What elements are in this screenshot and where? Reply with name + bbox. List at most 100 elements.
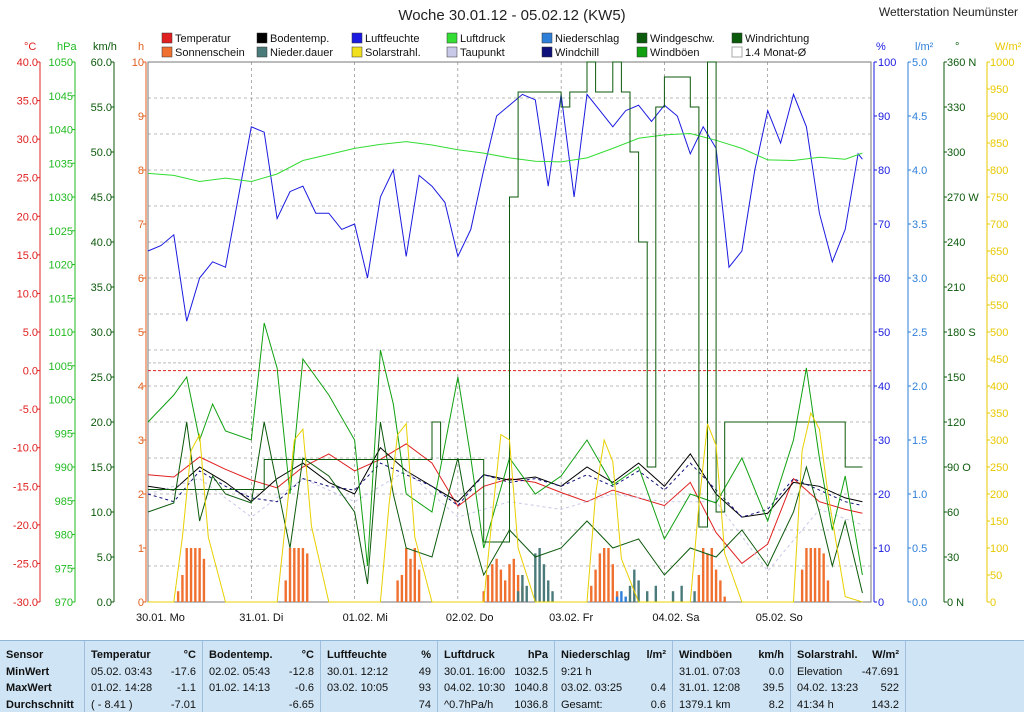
axis-kmh: km/h60.055.050.045.040.035.030.025.020.0… <box>91 41 117 609</box>
stats-panel-empty <box>906 641 1024 712</box>
axis-tick-label: 5.0 <box>912 57 927 69</box>
bar <box>289 548 291 602</box>
axis-tick-label: -30.0 <box>13 597 38 609</box>
bar <box>405 548 407 602</box>
bar <box>706 553 708 602</box>
stats-avg-value: 143.2 <box>871 697 899 713</box>
axis-tick-label: 40.0 <box>91 237 112 249</box>
legend-swatch <box>447 33 457 43</box>
axis-tick-label: 450 <box>990 354 1008 366</box>
stats-avg-value: 8.2 <box>769 697 784 713</box>
axis-tick-label: 360 N <box>947 57 976 69</box>
legend-label: 1.4 Monat-Ø <box>745 47 807 59</box>
stats-max-time: 03.02. 10:05 <box>327 680 388 697</box>
legend-item: Solarstrahl. <box>352 47 421 59</box>
stats-min-time: 05.02. 03:43 <box>91 664 152 681</box>
legend-swatch <box>732 33 742 43</box>
axis-hpa: hPa1050104510401035103010251020101510101… <box>49 41 78 609</box>
bar <box>672 591 674 602</box>
bar <box>603 548 605 602</box>
legend-item: Taupunkt <box>447 47 505 59</box>
stats-panel-ground-temp: Bodentemp.°C 02.02. 05:43-12.8 01.02. 14… <box>203 641 321 712</box>
axis-tick-label: 1000 <box>990 57 1014 69</box>
stats-unit: % <box>421 647 431 664</box>
axis-tick-label: 1005 <box>49 361 73 373</box>
axis-tick-label: 20.0 <box>17 211 38 223</box>
bar <box>805 548 807 602</box>
bar <box>302 548 304 602</box>
x-axis-label: 02.02. Do <box>446 612 494 624</box>
stats-min-value: -17.6 <box>171 664 196 681</box>
bar <box>203 559 205 602</box>
axis-tick-label: 400 <box>990 381 1008 393</box>
bar <box>534 553 536 602</box>
stats-max-value: 0.4 <box>651 680 666 697</box>
legend-label: Luftfeuchte <box>365 33 419 45</box>
stats-avg-value: -6.65 <box>289 697 314 713</box>
legend-label: Windböen <box>650 47 700 59</box>
stats-avg-note: ^0.7hPa/h <box>444 697 493 713</box>
bar <box>818 548 820 602</box>
axis-tick-label: 1.5 <box>912 435 927 447</box>
axis-temp: °C40.035.030.025.020.015.010.05.00.0-5.0… <box>13 41 40 609</box>
bar <box>186 548 188 602</box>
axis-tick-label: 300 <box>990 435 1008 447</box>
legend-item: Windrichtung <box>732 33 809 45</box>
stats-avg-value: 0.6 <box>651 697 666 713</box>
axis-tick-label: 2.0 <box>912 381 927 393</box>
axis-tick-label: 800 <box>990 165 1008 177</box>
bar <box>491 564 493 602</box>
legend-item: Temperatur <box>162 33 231 45</box>
axis-tick-label: 975 <box>55 563 73 575</box>
axis-tick-label: 10.0 <box>91 507 112 519</box>
stats-label-avg: Durchschnitt <box>6 697 78 713</box>
legend-swatch <box>257 47 267 57</box>
bar <box>719 580 721 602</box>
bar <box>551 591 553 602</box>
stats-min-time: 9:21 h <box>561 664 592 681</box>
axis-tick-label: 330 <box>947 102 965 114</box>
axis-tick-label: 5 <box>138 327 144 339</box>
axis-tick-label: 15.0 <box>17 250 38 262</box>
legend-label: Niederschlag <box>555 33 619 45</box>
axis-tick-label: 50 <box>878 327 890 339</box>
axis-tick-label: -5.0 <box>19 404 38 416</box>
stats-max-value: 1040.8 <box>514 680 548 697</box>
station-name: Wetterstation Neumünster <box>879 5 1018 19</box>
bar <box>702 548 704 602</box>
axis-tick-label: 1015 <box>49 293 73 305</box>
stats-unit: °C <box>302 647 314 664</box>
stats-min-time: 30.01. 16:00 <box>444 664 505 681</box>
axis-tick-label: -15.0 <box>13 481 38 493</box>
axis-tick-label: 50.0 <box>91 147 112 159</box>
bar <box>814 548 816 602</box>
stats-max-time: 04.02. 10:30 <box>444 680 505 697</box>
bar <box>306 553 308 602</box>
stats-avg-value: -7.01 <box>171 697 196 713</box>
bar <box>698 575 700 602</box>
axis-lm2: l/m²5.04.54.03.53.02.52.01.51.00.50.0 <box>908 41 934 609</box>
axis-tick-label: 6 <box>138 273 144 285</box>
bar <box>177 591 179 602</box>
axis-unit-label: °C <box>24 41 36 53</box>
legend-item: Windböen <box>637 47 700 59</box>
axis-tick-label: 35.0 <box>91 282 112 294</box>
bar <box>646 591 648 602</box>
axis-tick-label: 10 <box>132 57 144 69</box>
axis-unit-label: h <box>138 41 144 53</box>
stats-min-time: Elevation <box>797 664 842 681</box>
axis-tick-label: 60 <box>947 507 959 519</box>
stats-title: Niederschlag <box>561 647 630 664</box>
legend-item: Windgeschw. <box>637 33 715 45</box>
axis-unit-label: km/h <box>93 41 117 53</box>
stats-title: Luftdruck <box>444 647 495 664</box>
axis-tick-label: 9 <box>138 111 144 123</box>
bar <box>396 580 398 602</box>
stats-unit: W/m² <box>872 647 899 664</box>
axis-tick-label: 150 <box>947 372 965 384</box>
legend-swatch <box>162 33 172 43</box>
bar <box>409 559 411 602</box>
stats-max-value: -0.6 <box>295 680 314 697</box>
